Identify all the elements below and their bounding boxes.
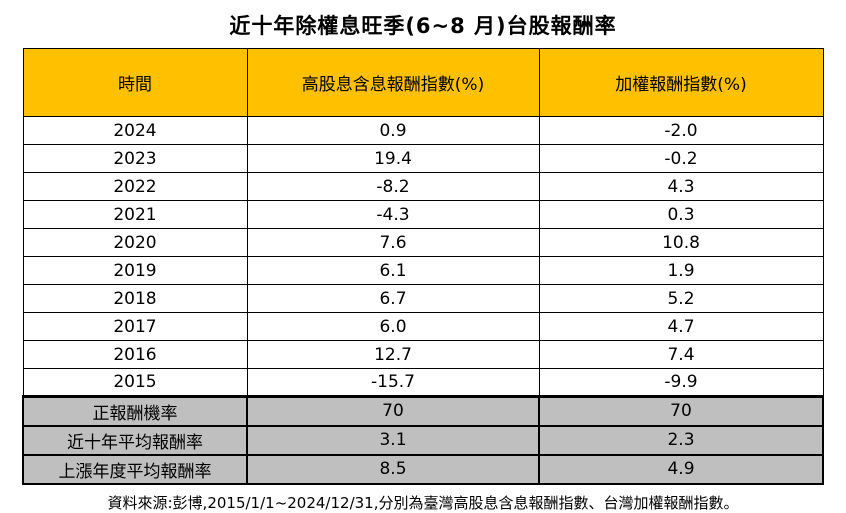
returns-table: 時間 高股息含息報酬指數(%) 加權報酬指數(%) 2024 0.9 -2.0 2023 1… [22, 48, 824, 485]
table-row: 2017 6.0 4.7 [22, 312, 824, 341]
value-cell: 12.7 [246, 340, 540, 369]
table-row: 2015 -15.7 -9.9 [22, 368, 824, 397]
table-head: 時間 高股息含息報酬指數(%) 加權報酬指數(%) [22, 48, 824, 117]
page-title: 近十年除權息旺季(6~8 月)台股報酬率 [229, 14, 617, 38]
value-cell: 0.3 [538, 200, 824, 229]
source-note: 資料來源:彭博,2015/1/1~2024/12/31,分別為臺灣高股息含息報酬… [107, 493, 739, 512]
table-body: 2024 0.9 -2.0 2023 19.4 -0.2 2022 -8.2 4.3 2021 -4… [22, 116, 824, 397]
summary-value: 2.3 [538, 424, 824, 456]
value-cell: 4.3 [538, 172, 824, 201]
summary-label: 上漲年度平均報酬率 [22, 453, 248, 485]
value-cell: 4.7 [538, 312, 824, 341]
year-cell: 2015 [22, 368, 248, 397]
value-cell: 7.6 [246, 228, 540, 257]
value-cell: 0.9 [246, 116, 540, 145]
table-summary: 正報酬機率 70 70 近十年平均報酬率 3.1 2.3 上漲年度平均報酬率 8.5 4.9 [22, 395, 824, 485]
year-cell: 2016 [22, 340, 248, 369]
value-cell: -9.9 [538, 368, 824, 397]
summary-row: 上漲年度平均報酬率 8.5 4.9 [22, 453, 824, 485]
table-row: 2021 -4.3 0.3 [22, 200, 824, 229]
summary-label: 正報酬機率 [22, 395, 248, 427]
summary-value: 4.9 [538, 453, 824, 485]
summary-row: 近十年平均報酬率 3.1 2.3 [22, 424, 824, 456]
summary-value: 70 [538, 395, 824, 427]
table-header-row: 時間 高股息含息報酬指數(%) 加權報酬指數(%) [22, 48, 824, 117]
year-cell: 2017 [22, 312, 248, 341]
summary-label: 近十年平均報酬率 [22, 424, 248, 456]
value-cell: -2.0 [538, 116, 824, 145]
value-cell: -0.2 [538, 144, 824, 173]
value-cell: 6.7 [246, 284, 540, 313]
value-cell: -15.7 [246, 368, 540, 397]
year-cell: 2024 [22, 116, 248, 145]
column-header: 加權報酬指數(%) [538, 48, 824, 117]
year-cell: 2021 [22, 200, 248, 229]
summary-value: 3.1 [246, 424, 540, 456]
summary-row: 正報酬機率 70 70 [22, 395, 824, 427]
value-cell: 7.4 [538, 340, 824, 369]
table-row: 2023 19.4 -0.2 [22, 144, 824, 173]
table-row: 2020 7.6 10.8 [22, 228, 824, 257]
column-header: 高股息含息報酬指數(%) [246, 48, 540, 117]
value-cell: 6.0 [246, 312, 540, 341]
value-cell: 1.9 [538, 256, 824, 285]
value-cell: 19.4 [246, 144, 540, 173]
year-cell: 2019 [22, 256, 248, 285]
value-cell: 6.1 [246, 256, 540, 285]
year-cell: 2020 [22, 228, 248, 257]
year-cell: 2023 [22, 144, 248, 173]
summary-value: 8.5 [246, 453, 540, 485]
column-header: 時間 [22, 48, 248, 117]
table-row: 2016 12.7 7.4 [22, 340, 824, 369]
table-row: 2019 6.1 1.9 [22, 256, 824, 285]
value-cell: -8.2 [246, 172, 540, 201]
year-cell: 2018 [22, 284, 248, 313]
value-cell: -4.3 [246, 200, 540, 229]
table-row: 2022 -8.2 4.3 [22, 172, 824, 201]
table-row: 2018 6.7 5.2 [22, 284, 824, 313]
value-cell: 10.8 [538, 228, 824, 257]
value-cell: 5.2 [538, 284, 824, 313]
year-cell: 2022 [22, 172, 248, 201]
table-row: 2024 0.9 -2.0 [22, 116, 824, 145]
summary-value: 70 [246, 395, 540, 427]
